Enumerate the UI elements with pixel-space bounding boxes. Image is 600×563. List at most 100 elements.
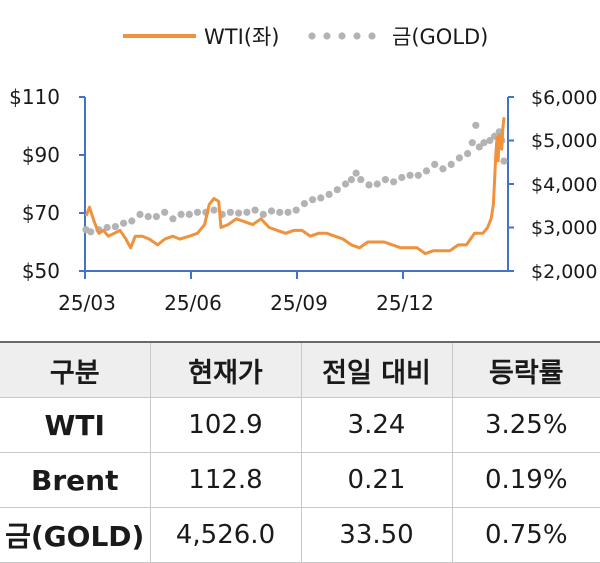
gold-point (365, 181, 373, 189)
legend-dot (338, 32, 346, 40)
gold-point (284, 208, 292, 216)
table-row: 금(GOLD) 4,526.0 33.50 0.75% (0, 507, 600, 563)
gold-point (120, 219, 128, 227)
price-table: 구분 현재가 전일 대비 등락률 WTI 102.9 3.24 3.25% Br… (0, 341, 600, 563)
gold-point (259, 210, 267, 218)
gold-point (455, 154, 463, 162)
gold-point (87, 228, 95, 236)
gold-point (464, 150, 472, 158)
price-cell: 102.9 (149, 397, 302, 453)
y-right-tick-label: $3,000 (531, 217, 597, 239)
gold-point (276, 208, 284, 216)
gold-point (341, 180, 350, 188)
gold-point (381, 176, 389, 184)
table-header-cell: 등락률 (451, 341, 600, 398)
x-tick-label: 25/12 (376, 291, 434, 315)
gold-point (210, 206, 218, 214)
wti-series-line (84, 117, 506, 256)
price-cell: 4,526.0 (149, 507, 302, 563)
gold-point (136, 210, 144, 218)
gold-point (267, 207, 276, 215)
gold-point (390, 178, 398, 186)
y-right-tick-label: $6,000 (531, 87, 597, 109)
gold-point (347, 176, 355, 184)
gold-point (235, 209, 243, 217)
gold-point (447, 160, 455, 168)
gold-point (111, 223, 119, 231)
legend-dot (353, 32, 361, 40)
legend-swatch-gold (308, 32, 376, 40)
table-header-cell: 현재가 (149, 341, 302, 398)
chart-legend: WTI(좌) 금(GOLD) (123, 25, 488, 49)
gold-point (292, 206, 300, 214)
gold-point (226, 208, 234, 216)
y-right-tick-label: $4,000 (531, 174, 597, 196)
gold-point (309, 196, 317, 204)
price-cell: 112.8 (149, 452, 302, 508)
gold-point (103, 223, 111, 232)
gold-point (468, 139, 476, 147)
gold-point (373, 180, 381, 188)
gold-point (439, 165, 447, 173)
change-cell: 0.21 (300, 452, 453, 508)
table-row: WTI 102.9 3.24 3.25% (0, 397, 600, 453)
gold-point (486, 136, 494, 145)
y-right-tick-label: $5,000 (531, 130, 597, 152)
gold-point (161, 208, 169, 216)
gold-point (251, 206, 259, 214)
gold-point (431, 160, 439, 168)
gold-point (472, 121, 480, 129)
change-cell: 3.24 (300, 397, 453, 453)
gold-point (144, 213, 152, 221)
x-tick-label: 25/06 (164, 291, 222, 315)
y-left-tick-label: $50 (22, 259, 60, 283)
rate-cell: 3.25% (451, 397, 600, 453)
y-right-tick-label: $2,000 (531, 261, 597, 283)
table-row: Brent 112.8 0.21 0.19% (0, 452, 600, 508)
gold-point (177, 210, 185, 218)
x-axis-ticks: 25/03 25/06 25/09 25/12 (58, 271, 434, 315)
right-axis-ticks: $6,000 $5,000 $4,000 $3,000 $2,000 (508, 87, 597, 283)
table-header-cell: 전일 대비 (300, 341, 453, 398)
x-tick-label: 25/09 (270, 291, 328, 315)
gold-point (500, 157, 508, 165)
price-chart: WTI(좌) 금(GOLD) $110 $90 $70 $50 $6,000 $… (9, 25, 597, 315)
y-left-tick-label: $90 (22, 143, 60, 167)
gold-point (128, 217, 136, 225)
gold-point (152, 213, 160, 221)
change-cell: 33.50 (300, 507, 453, 563)
y-left-tick-label: $70 (22, 201, 60, 225)
rate-cell: 0.75% (451, 507, 600, 563)
legend-label-gold: 금(GOLD) (392, 25, 488, 49)
gold-point (422, 167, 431, 175)
x-tick-label: 25/03 (58, 291, 116, 315)
rate-cell: 0.19% (451, 452, 600, 508)
gold-point (333, 186, 341, 194)
legend-dot (323, 32, 331, 40)
gold-series (82, 121, 508, 236)
gold-point (325, 190, 333, 198)
gold-point (475, 143, 483, 151)
left-axis-ticks: $110 $90 $70 $50 (9, 85, 85, 283)
row-name-cell: WTI (0, 397, 151, 453)
y-left-tick-label: $110 (9, 85, 60, 109)
gold-point (185, 210, 193, 218)
gold-point (317, 194, 325, 202)
table-header-cell: 구분 (0, 341, 151, 398)
gold-point (357, 176, 365, 184)
gold-point (352, 169, 360, 177)
gold-point (193, 208, 202, 216)
gold-point (243, 208, 251, 216)
legend-dot (308, 32, 316, 40)
gold-point (480, 139, 488, 147)
gold-point (300, 200, 308, 208)
gold-point (414, 171, 422, 179)
row-name-cell: Brent (0, 452, 151, 508)
gold-point (398, 173, 406, 182)
gold-point (406, 171, 414, 179)
row-name-cell: 금(GOLD) (0, 507, 151, 563)
legend-label-wti: WTI(좌) (204, 25, 280, 49)
legend-dot (368, 32, 376, 40)
gold-point (169, 215, 177, 223)
table-header-row: 구분 현재가 전일 대비 등락률 (0, 341, 600, 398)
